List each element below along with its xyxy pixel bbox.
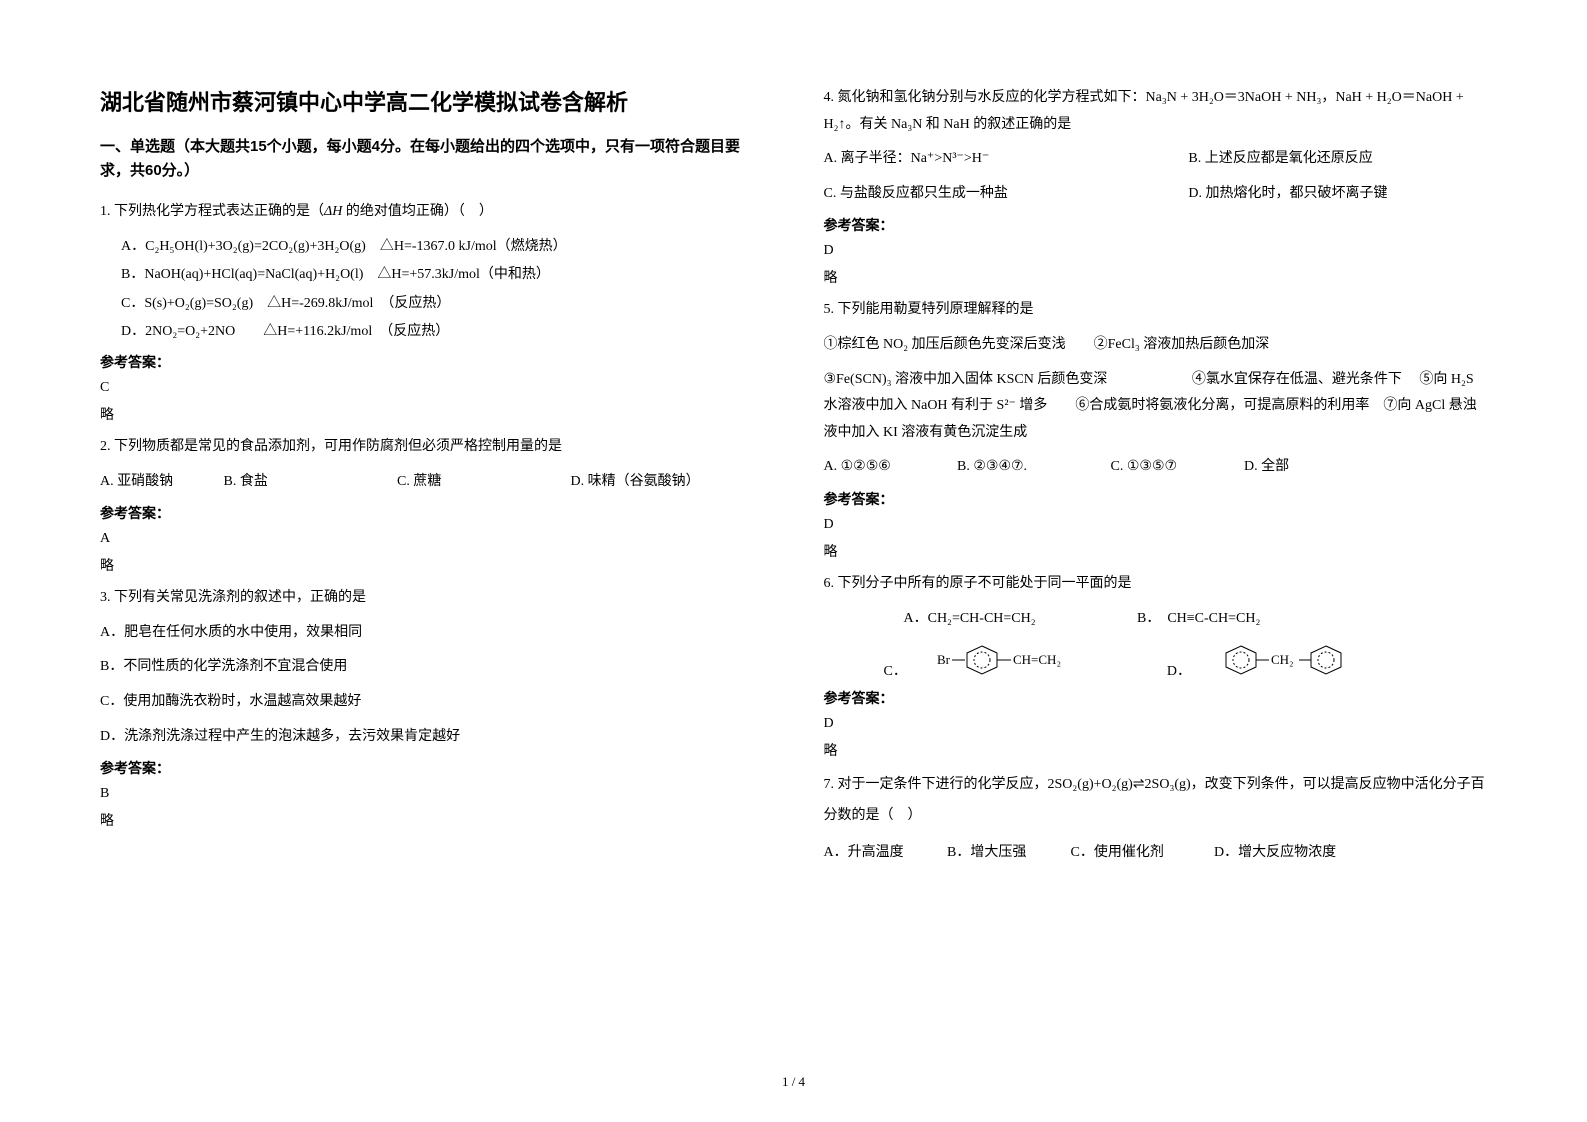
q4-option-c: C. 与盐酸反应都只生成一种盐 (824, 181, 1189, 208)
q5-option-d: D. 全部 (1244, 459, 1289, 474)
q3-stem: 3. 下列有关常见洗涤剂的叙述中，正确的是 (100, 585, 764, 612)
q1-stem-text-a: 1. 下列热化学方程式表达正确的是（ (100, 204, 324, 219)
q3-option-b: B．不同性质的化学洗涤剂不宜混合使用 (100, 654, 764, 681)
benzene-icon: Br CH=CH₂ (937, 640, 1077, 680)
q3-answer: B (100, 786, 764, 802)
q6-row-cd: C． Br CH=CH₂ D． CH₂ (824, 640, 1488, 680)
biphenyl-icon: CH₂ (1221, 640, 1381, 680)
answer-label: 参考答案： (100, 503, 764, 523)
q5-item3: ③Fe(SCN)₃ 溶液中加入固体 KSCN 后颜色变深 (824, 367, 1189, 394)
br-label: Br (937, 652, 951, 667)
q4-slight: 略 (824, 267, 1488, 287)
q6-row-ab: A．CH₂=CH-CH=CH₂ B． CH≡C-CH=CH₂ (824, 606, 1488, 633)
q4-stem: 4. 氮化钠和氢化钠分别与水反应的化学方程式如下：Na₃N + 3H₂O＝3Na… (824, 85, 1488, 138)
q7-option-d: D．增大反应物浓度 (1214, 845, 1336, 860)
q1-option-d: D．2NO₂=O₂+2NO △H=+116.2kJ/mol （反应热） (100, 319, 764, 346)
q5-line2: ③Fe(SCN)₃ 溶液中加入固体 KSCN 后颜色变深 ④氯水宜保存在低温、避… (824, 367, 1488, 447)
question-6: 6. 下列分子中所有的原子不可能处于同一平面的是 A．CH₂=CH-CH=CH₂… (824, 571, 1488, 760)
page-title: 湖北省随州市蔡河镇中心中学高二化学模拟试卷含解析 (100, 85, 764, 117)
q2-stem: 2. 下列物质都是常见的食品添加剂，可用作防腐剂但必须严格控制用量的是 (100, 434, 764, 461)
q2-option-b: B. 食盐 (224, 469, 394, 496)
q1-answer: C (100, 380, 764, 396)
q1-option-b: B．NaOH(aq)+HCl(aq)=NaCl(aq)+H₂O(l) △H=+5… (100, 262, 764, 289)
q2-option-d: D. 味精（谷氨酸钠） (571, 474, 700, 489)
q2-option-c: C. 蔗糖 (397, 469, 567, 496)
question-4: 4. 氮化钠和氢化钠分别与水反应的化学方程式如下：Na₃N + 3H₂O＝3Na… (824, 85, 1488, 287)
q7-option-c: C．使用催化剂 (1071, 840, 1211, 867)
q7-option-b: B．增大压强 (947, 840, 1067, 867)
question-1: 1. 下列热化学方程式表达正确的是（ΔH 的绝对值均正确）（ ） A．C₂H₅O… (100, 199, 764, 424)
answer-label: 参考答案： (100, 758, 764, 778)
q1-slight: 略 (100, 404, 764, 424)
answer-label: 参考答案： (824, 215, 1488, 235)
q6-stem: 6. 下列分子中所有的原子不可能处于同一平面的是 (824, 571, 1488, 598)
q5-option-a: A. ①②⑤⑥ (824, 454, 954, 481)
question-5: 5. 下列能用勒夏特列原理解释的是 ①棕红色 NO₂ 加压后颜色先变深后变浅 ②… (824, 297, 1488, 561)
answer-label: 参考答案： (824, 489, 1488, 509)
q6-option-b: B． CH≡C-CH=CH₂ (1137, 611, 1260, 626)
question-3: 3. 下列有关常见洗涤剂的叙述中，正确的是 A．肥皂在任何水质的水中使用，效果相… (100, 585, 764, 830)
q3-option-d: D．洗涤剂洗涤过程中产生的泡沫越多，去污效果肯定越好 (100, 724, 764, 751)
q4-option-d: D. 加热熔化时，都只破坏离子键 (1188, 181, 1487, 208)
q2-options: A. 亚硝酸钠 B. 食盐 C. 蔗糖 D. 味精（谷氨酸钠） (100, 469, 764, 496)
q5-answer: D (824, 517, 1488, 533)
q7-stem: 7. 对于一定条件下进行的化学反应，2SO₂(g)+O₂(g)⇌2SO₃(g)，… (824, 770, 1488, 832)
q5-slight: 略 (824, 541, 1488, 561)
q5-item4: ④氯水宜保存在低温、避光条件下 (1192, 372, 1402, 387)
q5-line1: ①棕红色 NO₂ 加压后颜色先变深后变浅 ②FeCl₃ 溶液加热后颜色加深 (824, 332, 1488, 359)
question-2: 2. 下列物质都是常见的食品添加剂，可用作防腐剂但必须严格控制用量的是 A. 亚… (100, 434, 764, 575)
chch2-label: CH=CH₂ (1013, 652, 1061, 667)
answer-label: 参考答案： (824, 688, 1488, 708)
q6-option-d-fig: CH₂ (1221, 640, 1381, 680)
q2-answer: A (100, 531, 764, 547)
q1-stem: 1. 下列热化学方程式表达正确的是（ΔH 的绝对值均正确）（ ） (100, 199, 764, 226)
q5-option-b: B. ②③④⑦. (957, 454, 1107, 481)
q1-option-c: C．S(s)+O₂(g)=SO₂(g) △H=-269.8kJ/mol （反应热… (100, 291, 764, 318)
section-1-heading: 一、单选题（本大题共15个小题，每小题4分。在每小题给出的四个选项中，只有一项符… (100, 135, 764, 183)
q5-options: A. ①②⑤⑥ B. ②③④⑦. C. ①③⑤⑦ D. 全部 (824, 454, 1488, 481)
q7-options: A．升高温度 B．增大压强 C．使用催化剂 D．增大反应物浓度 (824, 840, 1488, 867)
q1-stem-text-b: 的绝对值均正确）（ ） (342, 204, 493, 219)
answer-label: 参考答案： (100, 352, 764, 372)
q4-row-cd: C. 与盐酸反应都只生成一种盐 D. 加热熔化时，都只破坏离子键 (824, 181, 1488, 208)
q6-option-c-label: C． (884, 660, 907, 680)
q2-option-a: A. 亚硝酸钠 (100, 469, 220, 496)
q4-row-ab: A. 离子半径：Na⁺>N³⁻>H⁻ B. 上述反应都是氧化还原反应 (824, 146, 1488, 173)
q1-option-a: A．C₂H₅OH(l)+3O₂(g)=2CO₂(g)+3H₂O(g) △H=-1… (100, 234, 764, 261)
q5-option-c: C. ①③⑤⑦ (1111, 454, 1241, 481)
q4-option-a: A. 离子半径：Na⁺>N³⁻>H⁻ (824, 146, 1189, 173)
q6-slight: 略 (824, 740, 1488, 760)
q5-item6: ⑥合成氨时将氨液化分离，可提高原料的利用率 (1075, 398, 1369, 413)
q7-option-a: A．升高温度 (824, 840, 944, 867)
q6-option-d-label: D． (1167, 660, 1191, 680)
question-7: 7. 对于一定条件下进行的化学反应，2SO₂(g)+O₂(g)⇌2SO₃(g)，… (824, 770, 1488, 866)
page-footer: 1 / 4 (0, 1074, 1587, 1090)
q2-slight: 略 (100, 555, 764, 575)
q5-stem: 5. 下列能用勒夏特列原理解释的是 (824, 297, 1488, 324)
q6-option-a: A．CH₂=CH-CH=CH₂ (904, 606, 1134, 633)
q4-option-b: B. 上述反应都是氧化还原反应 (1188, 146, 1487, 173)
q3-option-a: A．肥皂在任何水质的水中使用，效果相同 (100, 620, 764, 647)
ch2-label: CH₂ (1271, 652, 1294, 667)
q6-answer: D (824, 716, 1488, 732)
q3-option-c: C．使用加酶洗衣粉时，水温越高效果越好 (100, 689, 764, 716)
q4-answer: D (824, 243, 1488, 259)
q6-option-c-fig: Br CH=CH₂ (937, 640, 1077, 680)
q3-slight: 略 (100, 810, 764, 830)
